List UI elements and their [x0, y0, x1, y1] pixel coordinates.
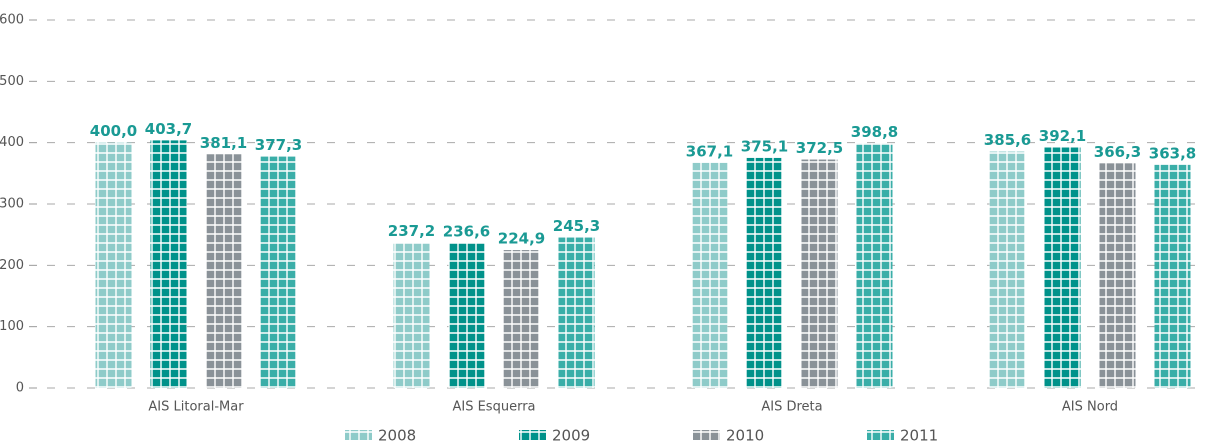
y-tick-label: 200	[0, 258, 24, 273]
x-tick-label: AIS Nord	[1062, 400, 1118, 415]
legend-label: 2009	[552, 427, 590, 444]
bar	[1044, 147, 1081, 388]
bar	[691, 162, 728, 388]
value-label: 367,1	[686, 142, 733, 160]
y-tick-label: 100	[0, 319, 24, 334]
value-label: 224,9	[498, 230, 545, 248]
value-label: 385,6	[984, 131, 1031, 149]
value-label: 375,1	[741, 137, 788, 155]
bar	[150, 140, 187, 388]
bar	[801, 159, 838, 388]
bar	[746, 157, 783, 388]
bar	[393, 242, 430, 388]
bar	[260, 156, 297, 388]
value-label: 237,2	[388, 222, 435, 240]
legend-swatch	[867, 430, 894, 440]
bar	[503, 250, 540, 388]
value-label: 372,5	[796, 139, 843, 157]
legend-swatch	[519, 430, 546, 440]
legend-label: 2008	[378, 427, 416, 444]
value-label: 403,7	[145, 120, 192, 138]
value-label: 363,8	[1149, 144, 1196, 162]
value-label: 381,1	[200, 134, 247, 152]
bar	[95, 142, 132, 388]
x-tick-label: AIS Litoral-Mar	[148, 400, 244, 415]
bar	[558, 237, 595, 388]
value-label: 392,1	[1039, 127, 1086, 145]
bar	[856, 143, 893, 388]
y-tick-label: 500	[0, 74, 24, 89]
legend-label: 2010	[726, 427, 764, 444]
bar	[205, 154, 242, 388]
bar	[1099, 163, 1136, 388]
y-tick-label: 0	[16, 381, 24, 396]
legend-swatch	[345, 430, 372, 440]
bar	[1154, 164, 1191, 388]
y-tick-label: 400	[0, 135, 24, 150]
bar	[448, 242, 485, 388]
value-label: 245,3	[553, 217, 600, 235]
y-tick-label: 600	[0, 13, 24, 28]
value-label: 398,8	[851, 123, 898, 141]
legend-swatch	[693, 430, 720, 440]
bar	[989, 151, 1026, 388]
legend-label: 2011	[900, 427, 938, 444]
x-tick-label: AIS Esquerra	[452, 400, 535, 415]
value-label: 377,3	[255, 136, 302, 154]
y-tick-label: 300	[0, 197, 24, 212]
value-label: 366,3	[1094, 143, 1141, 161]
value-label: 236,6	[443, 222, 490, 240]
x-tick-label: AIS Dreta	[761, 400, 822, 415]
value-label: 400,0	[90, 122, 137, 140]
